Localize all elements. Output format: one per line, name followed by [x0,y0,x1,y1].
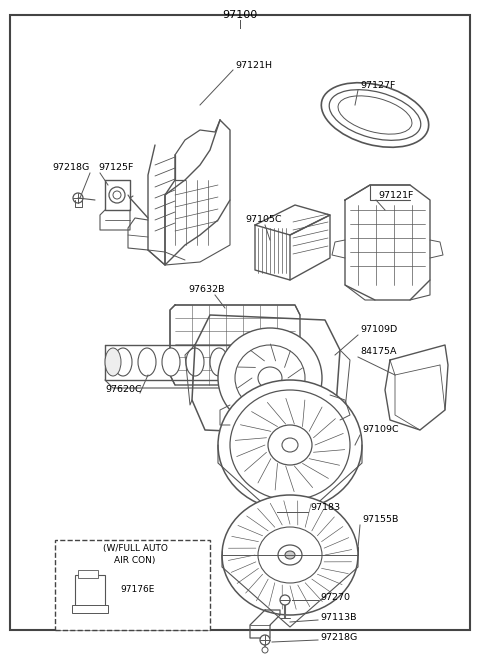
Text: 97121F: 97121F [378,191,413,200]
Ellipse shape [280,595,290,605]
Ellipse shape [186,348,204,376]
Ellipse shape [237,348,253,376]
Ellipse shape [73,193,83,203]
Ellipse shape [262,647,268,653]
Bar [72,605,108,613]
Bar [75,575,105,610]
Ellipse shape [278,545,302,565]
Text: 97109D: 97109D [360,326,397,335]
Ellipse shape [282,438,298,452]
Ellipse shape [210,348,228,376]
Text: 97113B: 97113B [320,612,357,622]
Ellipse shape [258,527,322,583]
Text: AIR CON): AIR CON) [114,555,156,565]
Ellipse shape [218,380,362,510]
Ellipse shape [113,191,121,199]
Text: 97632B: 97632B [188,286,225,295]
Ellipse shape [218,328,322,428]
Text: 97105C: 97105C [245,215,282,225]
Text: 97100: 97100 [222,10,258,20]
Ellipse shape [222,495,358,615]
Text: 97270: 97270 [320,593,350,603]
Text: 97620C: 97620C [105,386,142,394]
Ellipse shape [329,90,421,140]
Ellipse shape [105,348,121,376]
Text: 97176E: 97176E [120,586,155,595]
Ellipse shape [138,348,156,376]
Ellipse shape [338,96,412,134]
Text: 97121H: 97121H [235,60,272,69]
Ellipse shape [258,367,282,389]
Ellipse shape [321,83,429,147]
Text: 97218G: 97218G [320,633,357,641]
Text: 97127F: 97127F [360,81,396,90]
Ellipse shape [162,348,180,376]
Bar [55,540,210,630]
Text: 97109C: 97109C [362,426,398,434]
Ellipse shape [114,348,132,376]
Ellipse shape [260,635,270,645]
Ellipse shape [109,187,125,203]
Text: 84175A: 84175A [360,348,396,356]
Text: 97155B: 97155B [362,515,398,525]
Ellipse shape [260,503,276,517]
Ellipse shape [230,390,350,500]
Text: (W/FULL AUTO: (W/FULL AUTO [103,544,168,553]
Text: 97125F: 97125F [98,164,133,172]
Text: 97183: 97183 [310,504,340,512]
Bar [78,570,98,578]
Ellipse shape [235,345,305,411]
Ellipse shape [285,551,295,559]
Ellipse shape [264,506,272,514]
Ellipse shape [268,425,312,465]
Text: 97218G: 97218G [52,164,89,172]
